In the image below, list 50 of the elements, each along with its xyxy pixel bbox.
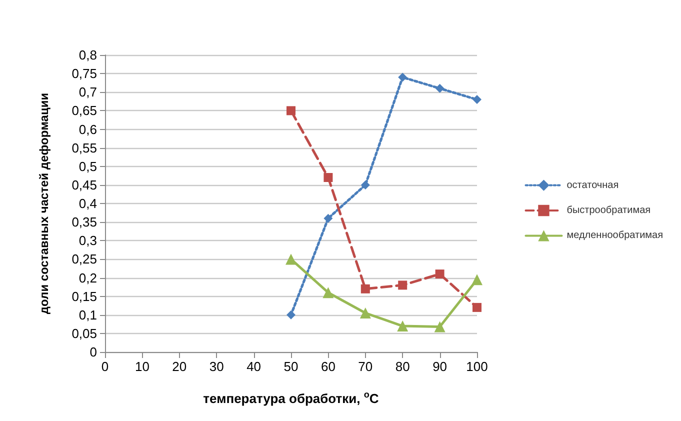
x-tick-label: 90 — [432, 359, 448, 374]
y-tick-label: 0,65 — [72, 103, 97, 118]
point — [286, 106, 296, 116]
x-tick-label: 20 — [172, 359, 187, 374]
y-tick-label: 0,35 — [72, 214, 97, 230]
point — [472, 302, 482, 312]
x-tick-label: 60 — [320, 359, 336, 374]
y-tick-label: 0,6 — [78, 122, 97, 137]
y-tick-label: 0,75 — [72, 66, 97, 82]
point — [434, 321, 446, 332]
y-tick-label: 0 — [90, 344, 97, 360]
point — [324, 173, 333, 182]
y-tick-label: 0,45 — [72, 177, 97, 192]
y-tick-label: 0,15 — [72, 288, 97, 304]
point — [360, 308, 371, 319]
y-axis-title: доли составных частей деформации — [37, 92, 51, 314]
x-tick-label: 0 — [101, 359, 109, 374]
point — [286, 254, 296, 265]
y-tick-label: 0,4 — [78, 196, 97, 211]
y-tick-label: 0,55 — [72, 140, 97, 156]
legend-label: остаточная — [566, 180, 619, 191]
y-tick-label: 0,05 — [72, 326, 97, 341]
point — [435, 84, 444, 93]
y-tick-label: 0,3 — [78, 233, 97, 248]
y-tick-label: 0,2 — [78, 270, 97, 286]
x-tick-label: 10 — [134, 359, 150, 374]
point — [472, 274, 482, 286]
x-tick-label: 70 — [358, 359, 373, 374]
point — [397, 320, 408, 332]
point — [324, 214, 333, 223]
point — [398, 72, 408, 82]
x-tick-label: 100 — [466, 359, 488, 374]
point — [435, 270, 444, 279]
y-tick-label: 0,7 — [78, 84, 97, 100]
x-tick-label: 30 — [209, 359, 224, 374]
x-tick-label: 80 — [395, 359, 410, 374]
point — [360, 284, 370, 294]
y-tick-label: 0,5 — [78, 158, 97, 174]
point — [472, 95, 482, 104]
y-tick-label: 0,25 — [72, 252, 97, 267]
point — [398, 280, 408, 290]
y-tick-label: 0,8 — [78, 48, 97, 62]
legend-label: быстрообратимая — [566, 205, 651, 216]
y-tick-label: 0,1 — [78, 307, 97, 322]
point — [360, 180, 370, 190]
x-tick-label: 50 — [284, 359, 298, 374]
point — [286, 310, 296, 320]
point — [322, 287, 334, 298]
x-tick-label: 40 — [246, 359, 262, 374]
legend-label: медленнообратимая — [566, 230, 663, 242]
